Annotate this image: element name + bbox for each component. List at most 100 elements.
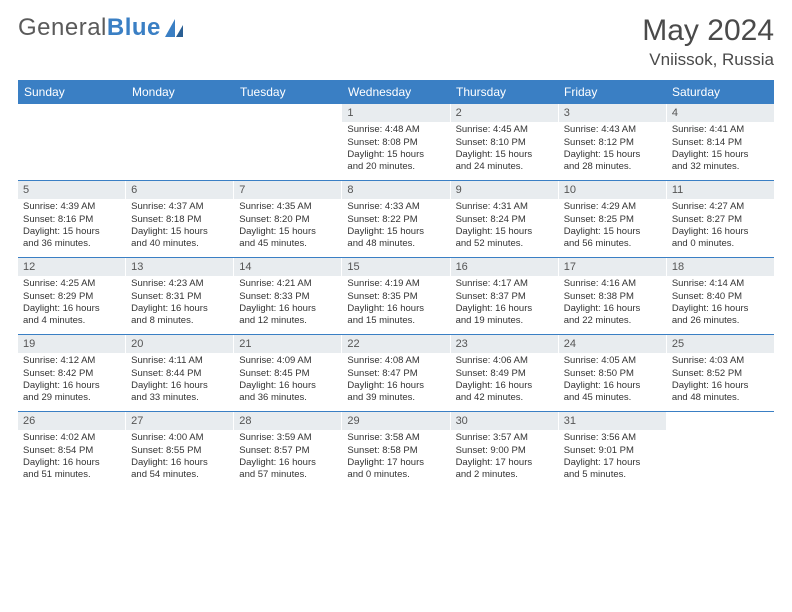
daylight-text-line1: Daylight: 17 hours [456, 457, 553, 469]
calendar-day-cell: 22Sunrise: 4:08 AMSunset: 8:47 PMDayligh… [341, 335, 449, 411]
day-number: 16 [451, 258, 558, 276]
day-details: Sunrise: 4:21 AMSunset: 8:33 PMDaylight:… [234, 278, 341, 331]
day-details: Sunrise: 4:06 AMSunset: 8:49 PMDaylight:… [451, 355, 558, 408]
weekday-header: Tuesday [234, 80, 342, 104]
sunset-text: Sunset: 8:18 PM [131, 214, 228, 226]
day-number: 6 [126, 181, 233, 199]
day-details: Sunrise: 4:48 AMSunset: 8:08 PMDaylight:… [342, 124, 449, 177]
calendar-day-cell: 8Sunrise: 4:33 AMSunset: 8:22 PMDaylight… [341, 181, 449, 257]
logo-text-general: General [18, 14, 107, 42]
month-title: May 2024 [642, 14, 774, 48]
calendar-day-cell: 10 Sunrise: 4:29 AMSunset: 8:25 PMDayligh… [558, 181, 666, 257]
day-details: Sunrise: 4:29 AMSunset: 8:25 PMDaylight:… [559, 201, 666, 254]
day-number: 10 [559, 181, 666, 199]
calendar-day-cell: 29Sunrise: 3:58 AMSunset: 8:58 PMDayligh… [341, 412, 449, 488]
day-number: 5 [18, 181, 125, 199]
daylight-text-line2: and 20 minutes. [347, 161, 444, 173]
sail-icon [163, 17, 185, 39]
day-details: Sunrise: 3:59 AMSunset: 8:57 PMDaylight:… [234, 432, 341, 485]
daylight-text-line2: and 52 minutes. [456, 238, 553, 250]
daylight-text-line2: and 36 minutes. [239, 392, 336, 404]
calendar-day-cell: 27Sunrise: 4:00 AMSunset: 8:55 PMDayligh… [125, 412, 233, 488]
day-number: 29 [342, 412, 449, 430]
daylight-text-line1: Daylight: 16 hours [564, 303, 661, 315]
sunset-text: Sunset: 8:38 PM [564, 291, 661, 303]
day-number: 18 [667, 258, 774, 276]
day-details: Sunrise: 4:19 AMSunset: 8:35 PMDaylight:… [342, 278, 449, 331]
calendar-day-cell: 11Sunrise: 4:27 AMSunset: 8:27 PMDayligh… [666, 181, 774, 257]
sunset-text: Sunset: 8:10 PM [456, 137, 553, 149]
sunset-text: Sunset: 8:57 PM [239, 445, 336, 457]
sunset-text: Sunset: 8:54 PM [23, 445, 120, 457]
sunset-text: Sunset: 8:33 PM [239, 291, 336, 303]
sunrise-text: Sunrise: 4:35 AM [239, 201, 336, 213]
daylight-text-line2: and 5 minutes. [564, 469, 661, 481]
calendar-week-row: 19Sunrise: 4:12 AMSunset: 8:42 PMDayligh… [18, 335, 774, 412]
day-number: 12 [18, 258, 125, 276]
sunset-text: Sunset: 8:12 PM [564, 137, 661, 149]
weekday-header: Thursday [450, 80, 558, 104]
daylight-text-line1: Daylight: 15 hours [564, 149, 661, 161]
day-details: Sunrise: 4:43 AMSunset: 8:12 PMDaylight:… [559, 124, 666, 177]
calendar-day-cell: 23Sunrise: 4:06 AMSunset: 8:49 PMDayligh… [450, 335, 558, 411]
day-number: 9 [451, 181, 558, 199]
weekday-header: Saturday [666, 80, 774, 104]
daylight-text-line1: Daylight: 15 hours [672, 149, 769, 161]
sunset-text: Sunset: 8:20 PM [239, 214, 336, 226]
sunset-text: Sunset: 8:55 PM [131, 445, 228, 457]
calendar-day-cell: 31Sunrise: 3:56 AMSunset: 9:01 PMDayligh… [558, 412, 666, 488]
sunrise-text: Sunrise: 4:11 AM [131, 355, 228, 367]
sunset-text: Sunset: 8:58 PM [347, 445, 444, 457]
daylight-text-line1: Daylight: 16 hours [239, 457, 336, 469]
sunset-text: Sunset: 8:24 PM [456, 214, 553, 226]
sunrise-text: Sunrise: 3:59 AM [239, 432, 336, 444]
day-details: Sunrise: 4:17 AMSunset: 8:37 PMDaylight:… [451, 278, 558, 331]
sunrise-text: Sunrise: 4:19 AM [347, 278, 444, 290]
daylight-text-line1: Daylight: 16 hours [347, 303, 444, 315]
sunrise-text: Sunrise: 4:48 AM [347, 124, 444, 136]
calendar-week-row: 5Sunrise: 4:39 AMSunset: 8:16 PMDaylight… [18, 181, 774, 258]
weeks-container: 1Sunrise: 4:48 AMSunset: 8:08 PMDaylight… [18, 104, 774, 488]
day-details: Sunrise: 4:09 AMSunset: 8:45 PMDaylight:… [234, 355, 341, 408]
day-details: Sunrise: 4:08 AMSunset: 8:47 PMDaylight:… [342, 355, 449, 408]
sunrise-text: Sunrise: 4:08 AM [347, 355, 444, 367]
day-number: 30 [451, 412, 558, 430]
day-details: Sunrise: 4:31 AMSunset: 8:24 PMDaylight:… [451, 201, 558, 254]
sunset-text: Sunset: 8:29 PM [23, 291, 120, 303]
daylight-text-line2: and 45 minutes. [564, 392, 661, 404]
brand-logo: GeneralBlue [18, 14, 185, 42]
sunrise-text: Sunrise: 4:27 AM [672, 201, 769, 213]
sunrise-text: Sunrise: 4:03 AM [672, 355, 769, 367]
sunset-text: Sunset: 8:50 PM [564, 368, 661, 380]
weekday-header: Wednesday [342, 80, 450, 104]
daylight-text-line1: Daylight: 16 hours [564, 380, 661, 392]
sunset-text: Sunset: 8:47 PM [347, 368, 444, 380]
calendar-day-cell: 17Sunrise: 4:16 AMSunset: 8:38 PMDayligh… [558, 258, 666, 334]
calendar-day-cell: 14Sunrise: 4:21 AMSunset: 8:33 PMDayligh… [233, 258, 341, 334]
sunset-text: Sunset: 8:14 PM [672, 137, 769, 149]
sunset-text: Sunset: 8:49 PM [456, 368, 553, 380]
calendar-day-cell [18, 104, 125, 180]
sunrise-text: Sunrise: 4:41 AM [672, 124, 769, 136]
calendar-day-cell: 21Sunrise: 4:09 AMSunset: 8:45 PMDayligh… [233, 335, 341, 411]
sunset-text: Sunset: 8:35 PM [347, 291, 444, 303]
day-number: 11 [667, 181, 774, 199]
sunset-text: Sunset: 8:45 PM [239, 368, 336, 380]
day-number: 20 [126, 335, 233, 353]
sunrise-text: Sunrise: 4:17 AM [456, 278, 553, 290]
weekday-header: Friday [558, 80, 666, 104]
calendar-day-cell: 2Sunrise: 4:45 AMSunset: 8:10 PMDaylight… [450, 104, 558, 180]
sunrise-text: Sunrise: 4:37 AM [131, 201, 228, 213]
sunrise-text: Sunrise: 3:56 AM [564, 432, 661, 444]
daylight-text-line2: and 4 minutes. [23, 315, 120, 327]
sunrise-text: Sunrise: 4:14 AM [672, 278, 769, 290]
daylight-text-line2: and 0 minutes. [672, 238, 769, 250]
day-number: 4 [667, 104, 774, 122]
day-number: 27 [126, 412, 233, 430]
day-details: Sunrise: 4:33 AMSunset: 8:22 PMDaylight:… [342, 201, 449, 254]
day-details: Sunrise: 4:02 AMSunset: 8:54 PMDaylight:… [18, 432, 125, 485]
sunrise-text: Sunrise: 4:31 AM [456, 201, 553, 213]
daylight-text-line2: and 0 minutes. [347, 469, 444, 481]
daylight-text-line2: and 42 minutes. [456, 392, 553, 404]
calendar-day-cell: 28Sunrise: 3:59 AMSunset: 8:57 PMDayligh… [233, 412, 341, 488]
